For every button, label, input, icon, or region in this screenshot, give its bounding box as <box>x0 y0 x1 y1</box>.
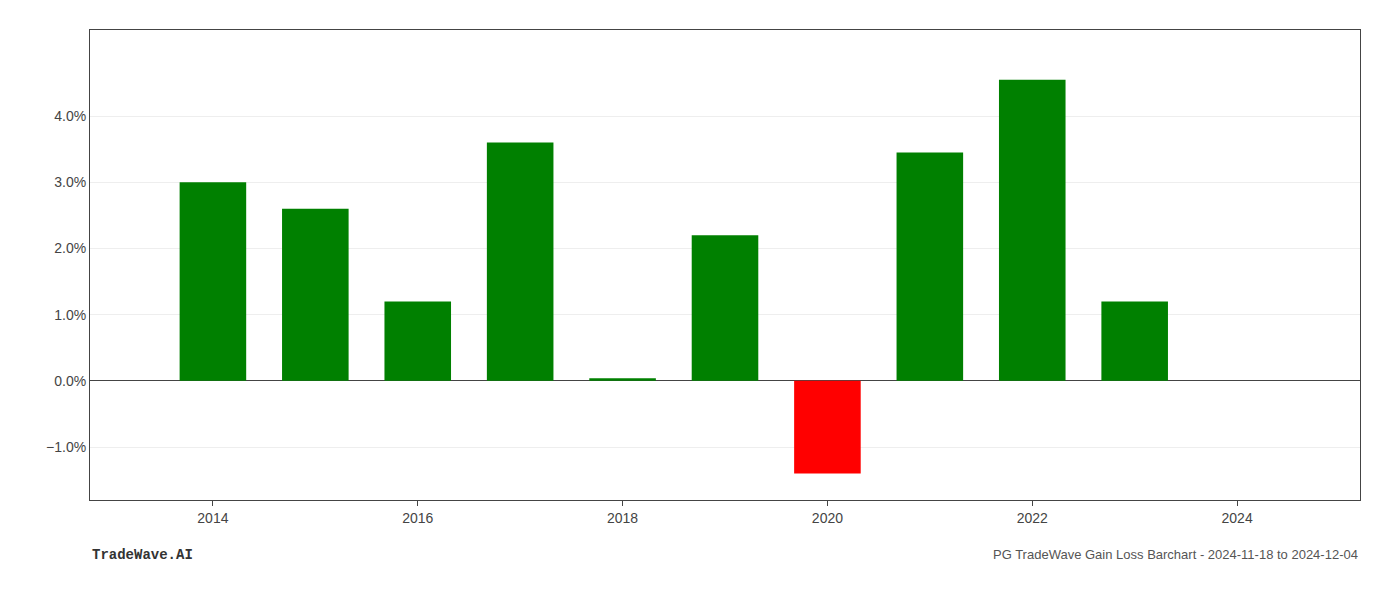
svg-text:2.0%: 2.0% <box>54 240 86 256</box>
svg-text:1.0%: 1.0% <box>54 307 86 323</box>
svg-text:−1.0%: −1.0% <box>46 439 86 455</box>
svg-text:2022: 2022 <box>1017 510 1048 526</box>
svg-text:4.0%: 4.0% <box>54 108 86 124</box>
svg-text:2016: 2016 <box>402 510 433 526</box>
svg-text:2018: 2018 <box>607 510 638 526</box>
svg-text:3.0%: 3.0% <box>54 174 86 190</box>
svg-text:PG TradeWave Gain Loss Barchar: PG TradeWave Gain Loss Barchart - 2024-1… <box>993 547 1358 562</box>
svg-text:2014: 2014 <box>197 510 228 526</box>
svg-text:2024: 2024 <box>1222 510 1253 526</box>
svg-text:0.0%: 0.0% <box>54 373 86 389</box>
svg-text:TradeWave.AI: TradeWave.AI <box>92 547 193 563</box>
svg-text:2020: 2020 <box>812 510 843 526</box>
